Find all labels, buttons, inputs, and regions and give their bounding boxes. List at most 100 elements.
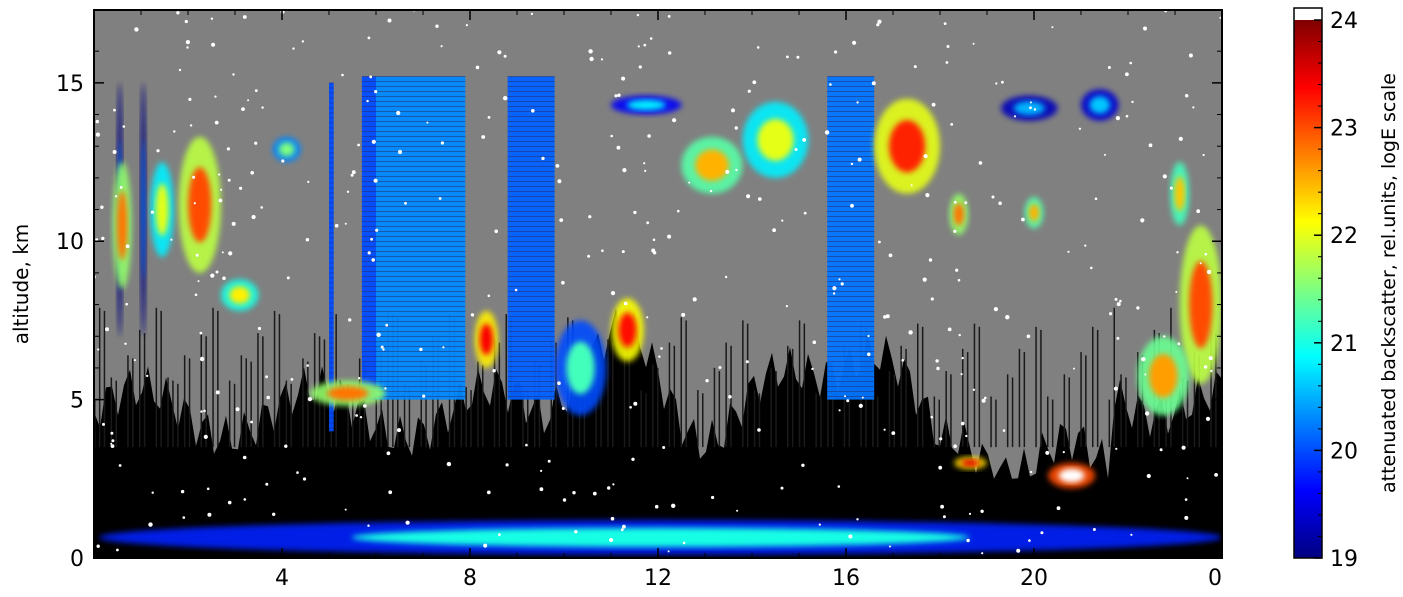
signal-streak	[893, 374, 895, 448]
noise-dot	[885, 314, 890, 319]
signal-streak	[753, 390, 756, 448]
noise-dot	[531, 109, 535, 113]
noise-dot	[1115, 447, 1118, 450]
signal-streak	[482, 364, 484, 448]
noise-dot	[254, 89, 258, 92]
noise-dot	[348, 318, 352, 322]
noise-dot	[557, 381, 561, 386]
noise-dot	[646, 316, 649, 319]
noise-dot	[1144, 411, 1150, 416]
noise-dot	[652, 251, 657, 255]
signal-streak	[685, 320, 687, 448]
noise-dot	[359, 416, 363, 419]
noise-dot	[1028, 539, 1031, 542]
backscatter-core	[961, 459, 980, 467]
noise-dot	[883, 315, 887, 319]
noise-dot	[1202, 153, 1205, 157]
signal-streak	[465, 386, 467, 448]
noise-dot	[374, 90, 378, 94]
noise-dot	[422, 394, 426, 398]
backscatter-core	[1189, 261, 1213, 349]
noise-dot	[1199, 262, 1202, 265]
signal-streak	[1165, 399, 1167, 448]
noise-dot	[113, 108, 116, 112]
noise-dot	[612, 483, 615, 486]
noise-dot	[1206, 269, 1212, 275]
noise-dot	[1029, 101, 1032, 104]
noise-dot	[965, 434, 968, 438]
noise-dot	[540, 469, 543, 472]
noise-dot	[227, 500, 232, 505]
noise-dot	[373, 178, 378, 183]
noise-dot	[643, 162, 646, 165]
noise-dot	[631, 457, 635, 461]
noise-dot	[1143, 26, 1147, 31]
noise-dot	[539, 487, 544, 492]
noise-dot	[306, 364, 310, 367]
backscatter-region	[827, 76, 875, 400]
noise-dot	[935, 359, 939, 363]
noise-dot	[371, 258, 376, 262]
signal-streak	[1137, 352, 1139, 448]
signal-streak	[1210, 329, 1212, 448]
noise-dot	[419, 347, 423, 352]
noise-dot	[913, 65, 917, 69]
noise-dot	[384, 387, 387, 390]
signal-streak	[718, 371, 721, 448]
noise-dot	[227, 178, 231, 182]
signal-streak	[1141, 355, 1144, 448]
signal-streak	[1080, 352, 1082, 448]
noise-dot	[728, 395, 732, 399]
noise-dot	[341, 73, 344, 77]
noise-dot	[946, 45, 950, 48]
noise-dots	[94, 10, 1222, 555]
noise-dot	[840, 282, 844, 286]
noise-dot	[547, 459, 551, 463]
noise-dot	[405, 520, 410, 525]
signal-streak	[680, 317, 682, 448]
noise-dot	[1219, 16, 1222, 19]
signal-streak	[352, 386, 354, 448]
backscatter-core	[351, 527, 970, 548]
x-tick-label: 20	[1020, 566, 1048, 591]
noise-dot	[1175, 290, 1178, 293]
noise-dot	[346, 190, 350, 193]
noise-dot	[981, 398, 986, 403]
noise-dot	[617, 93, 621, 97]
noise-dot	[978, 161, 983, 165]
noise-dot	[1116, 336, 1120, 340]
noise-dot	[371, 139, 376, 144]
noise-dot	[218, 173, 221, 176]
signal-streak	[278, 314, 281, 448]
noise-dot	[1040, 531, 1044, 535]
signal-streak	[183, 355, 186, 448]
signal-streak	[1035, 326, 1037, 448]
noise-dot	[194, 293, 198, 297]
noise-dot	[210, 17, 214, 20]
noise-dot	[1141, 357, 1146, 362]
backscatter-core	[695, 149, 729, 181]
noise-dot	[530, 12, 534, 16]
noise-dot	[638, 65, 642, 69]
noise-dot	[376, 332, 381, 337]
noise-dot	[829, 83, 832, 86]
noise-dot	[111, 439, 115, 443]
noise-dot	[931, 102, 936, 107]
noise-dot	[846, 399, 850, 403]
noise-dot	[667, 234, 672, 239]
signal-streak	[623, 317, 626, 448]
noise-dot	[621, 76, 626, 81]
signal-streak	[702, 393, 704, 448]
backscatter-core	[953, 203, 964, 226]
backscatter-core	[278, 142, 295, 157]
noise-dot	[856, 101, 859, 104]
noise-dot	[942, 515, 946, 519]
noise-dot	[541, 156, 545, 161]
noise-dot	[250, 171, 254, 175]
noise-dot	[397, 149, 403, 155]
noise-dot	[505, 463, 509, 467]
noise-dot	[671, 503, 676, 508]
noise-dot	[964, 201, 968, 205]
